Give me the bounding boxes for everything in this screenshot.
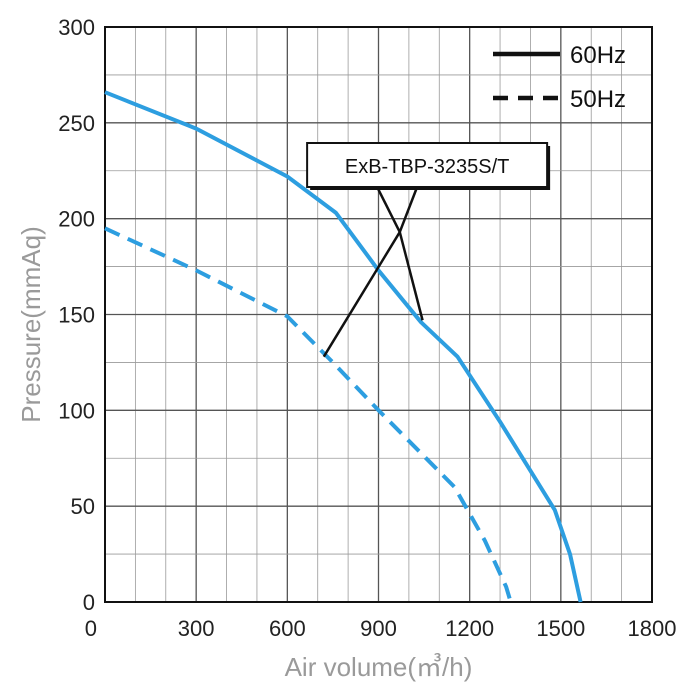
series-layer (104, 90, 583, 603)
x-tick-label: 300 (178, 616, 215, 641)
legend-label-50hz: 50Hz (570, 86, 626, 113)
legend: 60Hz 50Hz (493, 42, 626, 113)
x-tick-label: 900 (360, 616, 397, 641)
annotation-pointer (398, 186, 419, 233)
x-tick-label: 1200 (445, 616, 494, 641)
annotation-pointer (376, 186, 401, 233)
annotations: ExB-TBP-3235S/T (306, 142, 551, 358)
series-line-50hz (104, 226, 513, 603)
y-tick-label: 50 (71, 494, 95, 519)
series-line-60hz (104, 90, 583, 603)
x-tick-label: 0 (85, 616, 97, 641)
x-tick-label: 1500 (536, 616, 585, 641)
x-tick-label: 1800 (628, 616, 677, 641)
grid (105, 27, 652, 602)
y-axis-title: Pressure(mmAq) (16, 226, 46, 422)
y-tick-label: 250 (58, 111, 95, 136)
x-axis-title: Air volume(㎥/h) (285, 652, 473, 682)
y-tick-label: 200 (58, 207, 95, 232)
annotation-pointer (398, 231, 424, 321)
tick-labels: 0 300 600 900 1200 1500 1800 0 50 100 150 200 250 300 (58, 15, 676, 641)
annotation-label: ExB-TBP-3235S/T (345, 156, 510, 178)
y-tick-label: 100 (58, 398, 95, 423)
y-tick-label: 300 (58, 15, 95, 40)
annotation-box (306, 142, 549, 188)
plot-frame (104, 26, 653, 603)
annotation-pointer (322, 231, 401, 358)
legend-label-60hz: 60Hz (570, 42, 626, 69)
y-tick-label: 0 (83, 590, 95, 615)
y-tick-label: 150 (58, 303, 95, 328)
x-tick-label: 600 (269, 616, 306, 641)
